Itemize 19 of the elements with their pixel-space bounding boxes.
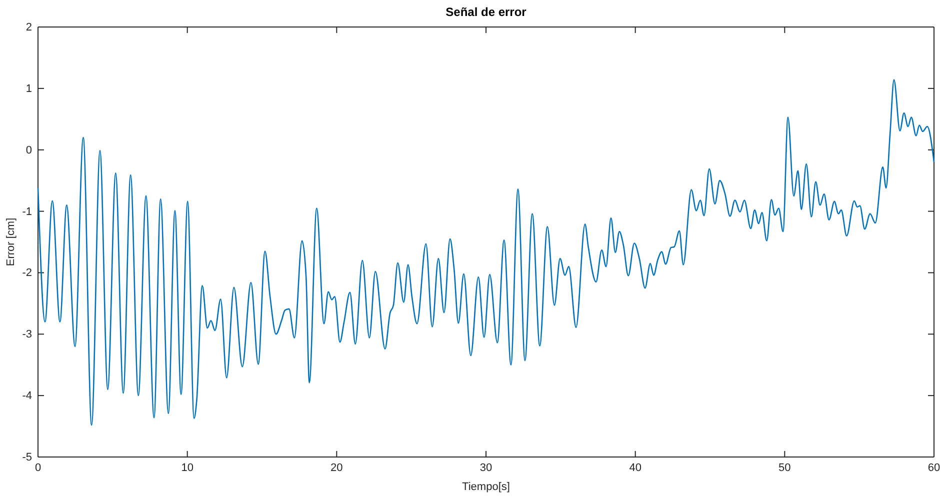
y-tick-label: -1 [22, 206, 32, 218]
y-tick-label: 0 [26, 144, 32, 156]
x-tick-label: 50 [778, 462, 791, 474]
x-tick-label: 0 [34, 462, 42, 474]
x-tick-label: 30 [480, 462, 492, 474]
x-tick-label: 40 [629, 462, 642, 474]
line-series [37, 79, 935, 426]
y-tick-label: 2 [26, 22, 32, 34]
x-axis-title: Tiempo[s] [462, 481, 510, 493]
y-tick-label: 1 [26, 82, 32, 95]
chart-title: Señal de error [446, 5, 527, 19]
y-tick-label: -5 [22, 452, 32, 464]
y-tick-label: -2 [22, 267, 32, 280]
x-tick-label: 10 [181, 462, 194, 474]
y-tick-label: -4 [22, 390, 32, 402]
y-tick-label: -3 [22, 328, 32, 341]
x-tick-label: 20 [330, 462, 343, 474]
y-axis-title: Error [cm] [5, 218, 17, 266]
x-tick-label: 60 [928, 462, 940, 474]
